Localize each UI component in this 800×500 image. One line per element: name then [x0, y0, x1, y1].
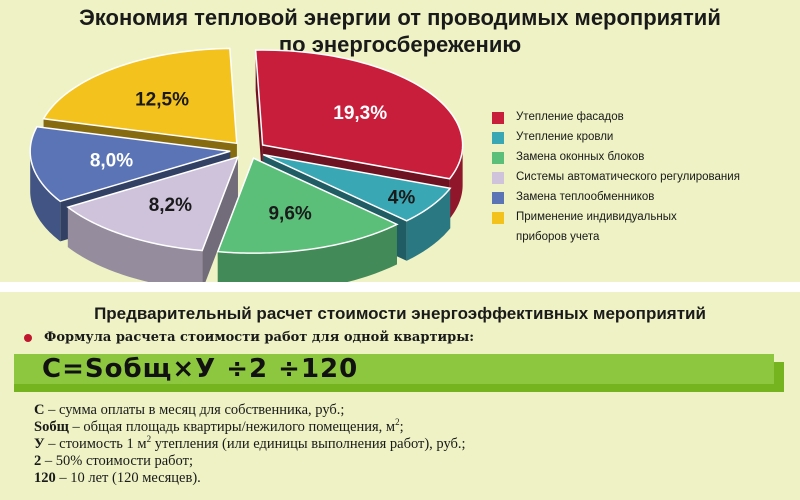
calculation-title: Предварительный расчет стоимости энергоэ… [94, 304, 706, 323]
legend-item: Утепление фасадов [492, 110, 792, 124]
pie-chart: 19,3% 4% 9,6% 8,2% 8,0% 12,5% [29, 47, 464, 282]
legend-item: Замена оконных блоков [492, 150, 792, 164]
legend-label: Системы автоматического регулирования [516, 171, 740, 183]
definition-text: – 10 лет (120 месяцев). [55, 470, 201, 486]
definition-text: – общая площадь квартиры/нежилого помеще… [68, 419, 396, 435]
pie-slice [262, 153, 452, 222]
legend-label: Замена оконных блоков [516, 151, 645, 163]
definition-line: 2 – 50% стоимости работ; [34, 453, 466, 470]
legend-swatch [492, 152, 504, 164]
formula-caption: Формула расчета стоимости работ для одно… [24, 330, 474, 345]
formula-bar-fill [14, 354, 774, 384]
pie-value-label: 19,3% [333, 103, 387, 124]
definition-term: Sобщ [34, 419, 69, 435]
legend-item: Утепление кровли [492, 130, 792, 144]
definition-tail: ; [399, 419, 404, 435]
legend-label: Замена теплообменников [516, 191, 655, 203]
pie-slice [254, 49, 464, 180]
legend-swatch [492, 132, 504, 144]
formula-caption-text: Формула расчета стоимости работ для одно… [44, 330, 475, 345]
pie-slice [42, 47, 238, 145]
definition-superscript: 2 [146, 434, 152, 445]
formula-definitions: С – сумма оплаты в месяц для собственник… [34, 402, 466, 487]
definition-text: – сумма оплаты в месяц для собственника,… [44, 402, 345, 418]
definition-term: У [34, 436, 45, 452]
formula-bar: С=Sобщ×У ÷2 ÷120 [14, 354, 784, 392]
definition-line: 120 – 10 лет (120 месяцев). [34, 470, 466, 487]
definition-tail: утепления (или единицы выполнения работ)… [151, 436, 466, 452]
calculation-panel: Предварительный расчет стоимости энергоэ… [0, 292, 800, 500]
pie-value-label: 8,0% [90, 151, 133, 172]
pie-value-label: 4% [388, 187, 416, 208]
legend-item: Системы автоматического регулирования [492, 170, 792, 184]
bullet-icon [24, 333, 32, 342]
legend-swatch [492, 172, 504, 184]
formula-text: С=Sобщ×У ÷2 ÷120 [42, 354, 359, 384]
pie-value-label: 8,2% [149, 195, 192, 216]
pie-value-label: 9,6% [268, 203, 311, 224]
definition-term: С [34, 402, 45, 418]
definition-line: С – сумма оплаты в месяц для собственник… [34, 402, 466, 419]
pie-slice [216, 157, 399, 254]
chart-title-line-2: по энергосбережению [278, 32, 522, 57]
legend-item: Замена теплообменников [492, 190, 792, 204]
definition-line: Sобщ – общая площадь квартиры/нежилого п… [34, 417, 466, 436]
pie-slice [66, 155, 240, 252]
definition-text: – стоимость 1 м [44, 436, 147, 452]
pie-value-label: 12,5% [135, 90, 189, 111]
legend-label: Утепление кровли [516, 131, 614, 143]
legend-label: приборов учета [516, 231, 600, 243]
definition-superscript: 2 [395, 417, 400, 428]
legend-item: Применение индивидуальных приборов учета [492, 210, 792, 244]
legend-label: Утепление фасадов [516, 111, 624, 123]
definition-term: 2 [34, 453, 42, 469]
chart-title: Экономия тепловой энергии от проводимых … [0, 4, 800, 58]
legend-swatch [492, 212, 504, 224]
definition-text: – 50% стоимости работ; [41, 453, 193, 469]
chart-title-line-1: Экономия тепловой энергии от проводимых … [79, 5, 721, 30]
definition-line: У – стоимость 1 м2 утепления (или единиц… [34, 434, 466, 453]
legend-swatch [492, 192, 504, 204]
definition-term: 120 [34, 470, 56, 486]
chart-legend: Утепление фасадов Утепление кровли Замена … [492, 110, 792, 250]
legend-label: Применение индивидуальных [516, 211, 677, 223]
legend-swatch [492, 112, 504, 124]
pie-slice [29, 125, 231, 203]
